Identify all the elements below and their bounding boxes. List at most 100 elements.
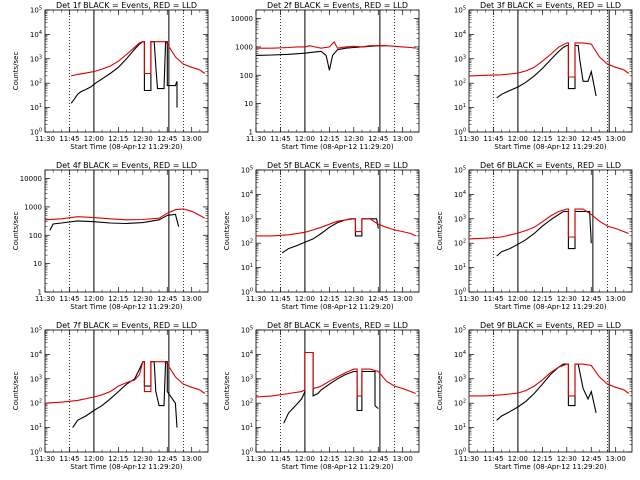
x-tick-label: 12:30 (344, 455, 364, 463)
y-tick-label: 105 (241, 326, 253, 335)
y-tick-label: 102 (241, 399, 253, 408)
x-tick-label: 11:45 (270, 455, 290, 463)
y-tick-label: 104 (241, 190, 253, 199)
x-tick-label: 11:45 (59, 135, 79, 143)
y-tick-label: 100 (241, 448, 253, 457)
chart-panel-7: Det 7f BLACK = Events, RED = LLD 100 101 10… (12, 321, 209, 471)
y-tick-label: 100 (29, 232, 42, 240)
y-tick-label: 104 (30, 30, 42, 39)
y-axis-label: Counts/sec (436, 372, 444, 411)
chart-panel-4: Det 4f BLACK = Events, RED = LLD 1 10 100 10… (12, 161, 209, 311)
x-tick-label: 12:30 (557, 295, 577, 303)
x-tick-label: 12:45 (157, 455, 177, 463)
y-tick-label: 103 (30, 54, 42, 63)
chart-title: Det 6f BLACK = Events, RED = LLD (480, 161, 621, 170)
x-tick-label: 12:15 (319, 455, 339, 463)
y-tick-label: 101 (30, 103, 42, 112)
y-tick-label: 1000 (24, 203, 42, 211)
x-tick-label: 12:15 (319, 135, 339, 143)
y-tick-label: 100 (454, 288, 466, 297)
x-tick-label: 12:00 (295, 135, 315, 143)
y-axis-label: Counts/sec (223, 212, 231, 251)
x-tick-label: 12:30 (344, 135, 364, 143)
y-tick-label: 101 (241, 263, 253, 272)
y-axis-label: Counts/sec (12, 212, 20, 251)
x-tick-label: 12:15 (108, 455, 128, 463)
y-axis-label: Counts/sec (12, 52, 20, 91)
y-axis-label: Counts/sec (223, 372, 231, 411)
x-tick-label: 11:45 (59, 295, 79, 303)
x-tick-label: 12:00 (508, 135, 528, 143)
chart-panel-6: Det 6f BLACK = Events, RED = LLD 100 101 10… (436, 161, 633, 311)
x-tick-label: 12:00 (508, 295, 528, 303)
y-tick-label: 104 (454, 350, 466, 359)
y-tick-label: 100 (454, 448, 466, 457)
y-tick-label: 101 (454, 103, 466, 112)
x-tick-label: 11:30 (246, 135, 266, 143)
x-axis-label: Start Time (08-Apr-12 11:29:20) (494, 303, 606, 311)
series-line-lld (255, 351, 416, 398)
series-line-events (496, 363, 597, 421)
x-tick-label: 11:30 (35, 455, 55, 463)
x-tick-label: 13:00 (393, 455, 413, 463)
x-tick-label: 11:30 (35, 295, 55, 303)
y-tick-label: 103 (454, 374, 466, 383)
y-axis-label: Counts/sec (436, 212, 444, 251)
x-tick-label: 13:00 (182, 295, 202, 303)
x-axis-label: Start Time (08-Apr-12 11:29:20) (281, 303, 393, 311)
y-tick-label: 10000 (20, 175, 42, 183)
x-tick-label: 11:30 (459, 295, 479, 303)
chart-panel-3: Det 3f BLACK = Events, RED = LLD 100 101 10… (454, 1, 633, 151)
x-tick-label: 12:15 (532, 455, 552, 463)
x-tick-label: 11:45 (483, 135, 503, 143)
x-tick-label: 11:30 (35, 135, 55, 143)
y-tick-label: 102 (454, 399, 466, 408)
x-axis-label: Start Time (08-Apr-12 11:29:20) (70, 143, 182, 151)
y-tick-label: 101 (30, 423, 42, 432)
y-tick-label: 1 (38, 289, 42, 297)
x-tick-label: 12:45 (157, 295, 177, 303)
series-line-lld (256, 218, 416, 237)
y-tick-label: 105 (454, 166, 466, 175)
y-tick-label: 10 (33, 260, 42, 268)
y-tick-label: 102 (30, 79, 42, 88)
x-tick-label: 12:00 (84, 295, 104, 303)
y-tick-label: 101 (241, 423, 253, 432)
x-tick-label: 12:00 (84, 455, 104, 463)
series-line-events (49, 213, 180, 231)
y-tick-label: 102 (241, 239, 253, 248)
x-tick-label: 11:30 (246, 295, 266, 303)
x-tick-label: 12:00 (508, 455, 528, 463)
x-tick-label: 12:45 (368, 295, 388, 303)
series-line-lld (468, 42, 630, 78)
chart-panel-5: Det 5f BLACK = Events, RED = LLD 100 101 10… (223, 161, 420, 311)
x-axis-label: Start Time (08-Apr-12 11:29:20) (494, 463, 606, 471)
chart-title: Det 2f BLACK = Events, RED = LLD (267, 1, 408, 10)
x-tick-label: 11:30 (459, 455, 479, 463)
x-tick-label: 11:45 (270, 135, 290, 143)
x-axis-label: Start Time (08-Apr-12 11:29:20) (494, 143, 606, 151)
series-line-events (255, 45, 387, 71)
x-tick-label: 12:15 (532, 135, 552, 143)
y-axis-label: Counts/sec (12, 372, 20, 411)
x-tick-label: 12:15 (319, 295, 339, 303)
x-axis-label: Start Time (08-Apr-12 11:29:20) (70, 463, 182, 471)
x-tick-label: 12:45 (581, 455, 601, 463)
x-tick-label: 11:30 (459, 135, 479, 143)
x-tick-label: 12:30 (557, 455, 577, 463)
y-tick-label: 104 (454, 190, 466, 199)
y-tick-label: 104 (30, 350, 42, 359)
y-tick-label: 105 (30, 326, 42, 335)
series-line-events (72, 361, 178, 428)
x-tick-label: 12:30 (133, 135, 153, 143)
y-tick-label: 103 (30, 374, 42, 383)
x-tick-label: 13:00 (182, 135, 202, 143)
x-tick-label: 11:45 (59, 455, 79, 463)
y-tick-label: 100 (240, 72, 253, 80)
y-tick-label: 103 (241, 374, 253, 383)
y-tick-label: 102 (454, 239, 466, 248)
x-tick-label: 13:00 (606, 455, 626, 463)
x-tick-label: 12:30 (133, 455, 153, 463)
x-tick-label: 12:45 (157, 135, 177, 143)
x-tick-label: 12:15 (108, 135, 128, 143)
